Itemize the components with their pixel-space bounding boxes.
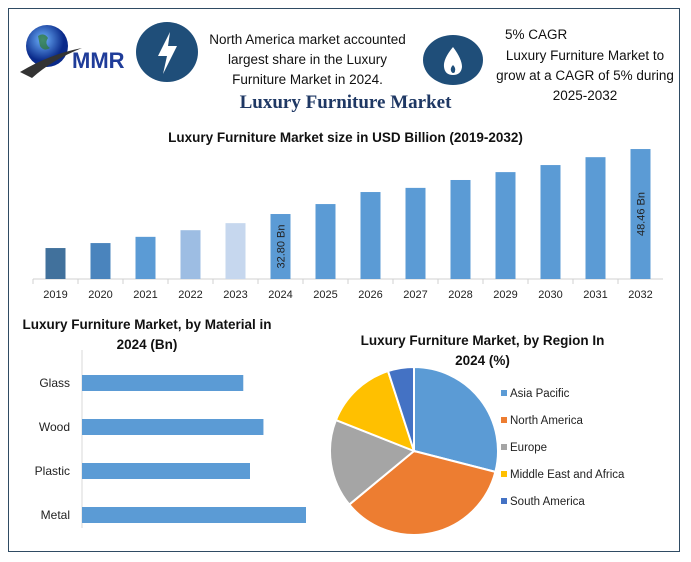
region-chart-title: Luxury Furniture Market, by Region In 20…	[360, 333, 605, 368]
x-tick-label: 2020	[88, 289, 112, 301]
pie-slice-europe	[329, 418, 416, 506]
legend-swatch	[501, 498, 507, 504]
bar-2027	[405, 187, 426, 279]
page-title: Luxury Furniture Market	[239, 92, 452, 113]
x-tick-label: 2025	[313, 289, 337, 301]
legend-label: Middle East and Africa	[510, 469, 625, 481]
cagr-text: Luxury Furniture Market to grow at a CAG…	[496, 48, 674, 103]
infographic-frame	[8, 8, 680, 552]
legend-label: South America	[510, 496, 585, 508]
region-chart: Asia Pacific North America Europe Middle Ea…	[329, 365, 625, 536]
bar-wood	[82, 419, 264, 435]
x-tick-label: 2024	[268, 289, 292, 301]
x-tick-label: 2026	[358, 289, 382, 301]
highlight-north-america: North America market accounted largest s…	[209, 32, 406, 87]
flame-icon	[423, 35, 483, 85]
legend-label: Europe	[510, 442, 547, 454]
lightning-bolt-icon	[136, 22, 198, 82]
x-tick-label: 2021	[133, 289, 157, 301]
material-chart: Glass Wood Plastic Metal	[35, 350, 306, 528]
legend-swatch	[501, 444, 507, 450]
bar-2029	[495, 172, 516, 279]
pie-slice-south-america	[386, 365, 415, 452]
data-label-2032: 48.46 Bn	[636, 192, 648, 236]
pie-slice-asia-pacific	[413, 365, 499, 474]
bar-2028	[450, 179, 471, 279]
legend-label: Asia Pacific	[510, 388, 570, 400]
bar-glass	[82, 375, 244, 391]
bar-2025	[315, 204, 336, 279]
market-size-chart: 2019 2020 2021 2022 2023 2024 32.80 Bn 2025 2026…	[32, 149, 663, 301]
bar-metal	[82, 507, 306, 523]
x-tick-label: 2022	[178, 289, 202, 301]
bar-2020	[90, 243, 111, 279]
bar-2021	[135, 236, 156, 279]
x-tick-label: 2031	[583, 289, 607, 301]
logo-text: MMR	[72, 48, 125, 73]
x-tick-label: 2028	[448, 289, 472, 301]
bar-2023	[225, 223, 246, 279]
mmr-logo: MMR	[16, 22, 131, 82]
x-tick-label: 2032	[628, 289, 652, 301]
data-label-2024: 32.80 Bn	[276, 224, 288, 268]
market-size-chart-title: Luxury Furniture Market size in USD Bill…	[168, 130, 523, 145]
legend-swatch	[501, 417, 507, 423]
category-label: Metal	[41, 508, 70, 522]
x-tick-label: 2029	[493, 289, 517, 301]
pie-slice-north-america	[347, 449, 497, 536]
x-tick-label: 2023	[223, 289, 247, 301]
legend-label: North America	[510, 415, 583, 427]
bar-2031	[585, 157, 606, 279]
legend-swatch	[501, 390, 507, 396]
x-tick-label: 2027	[403, 289, 427, 301]
x-tick-label: 2019	[43, 289, 67, 301]
bar-plastic	[82, 463, 250, 479]
category-label: Plastic	[35, 464, 70, 478]
material-chart-title: Luxury Furniture Market, by Material in …	[22, 317, 272, 352]
cagr-title: 5% CAGR	[505, 27, 568, 42]
x-tick-label: 2030	[538, 289, 562, 301]
bar-2024	[270, 214, 291, 279]
bar-2019	[45, 248, 66, 279]
bar-2026	[360, 192, 381, 279]
legend-swatch	[501, 471, 507, 477]
bar-2030	[540, 165, 561, 279]
bar-2032	[630, 149, 651, 279]
category-label: Glass	[39, 376, 70, 390]
bar-2022	[180, 230, 201, 279]
category-label: Wood	[39, 420, 70, 434]
